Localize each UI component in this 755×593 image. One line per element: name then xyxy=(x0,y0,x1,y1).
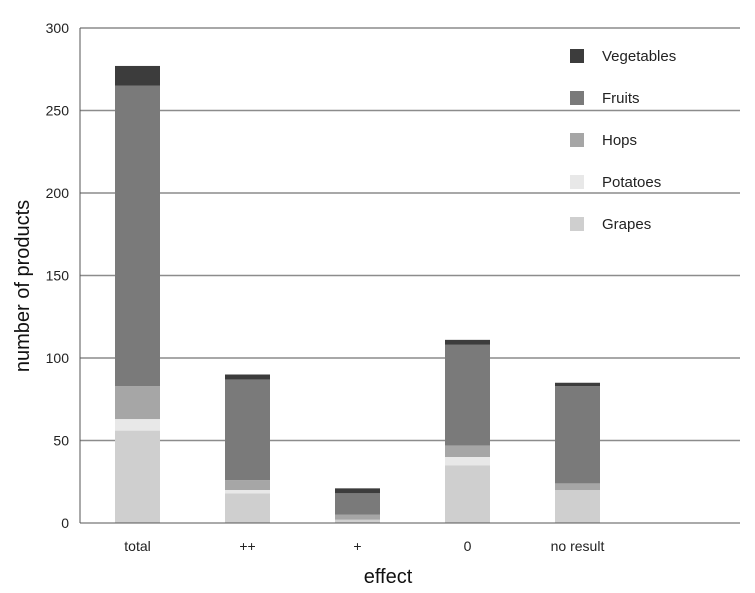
x-tick-label: ++ xyxy=(239,538,255,554)
y-tick-labels: 0 50 100 150 200 250 300 xyxy=(46,20,70,531)
bar-segment-grapes xyxy=(445,465,490,523)
bar-segment-vegetables xyxy=(335,488,380,494)
x-tick-label: 0 xyxy=(464,538,472,554)
bar-segment-vegetables xyxy=(445,339,490,345)
bar-segment-fruits xyxy=(225,379,270,481)
y-tick-label: 50 xyxy=(53,433,69,449)
bar-segment-fruits xyxy=(555,386,600,484)
x-tick-label: + xyxy=(353,538,361,554)
bar-segment-grapes xyxy=(115,430,160,523)
gridlines xyxy=(80,27,740,442)
y-tick-label: 250 xyxy=(46,103,70,119)
legend-label: Fruits xyxy=(602,90,640,107)
axes xyxy=(79,28,740,524)
bar-segment-potatoes xyxy=(115,419,160,431)
bar-segment-vegetables xyxy=(115,65,160,86)
bar-segment-fruits xyxy=(335,493,380,515)
y-tick-label: 200 xyxy=(46,185,70,201)
bar-segment-vegetables xyxy=(225,374,270,380)
x-tick-label: no result xyxy=(551,538,605,554)
legend-label: Grapes xyxy=(602,216,651,233)
y-axis-title: number of products xyxy=(12,200,34,372)
legend-swatch xyxy=(570,217,584,231)
bar-segment-hops xyxy=(115,386,160,420)
legend-swatch xyxy=(570,91,584,105)
legend-label: Potatoes xyxy=(602,174,661,191)
y-tick-label: 300 xyxy=(46,20,70,36)
bar-segment-hops xyxy=(555,483,600,490)
bar-segment-grapes xyxy=(335,519,380,523)
bar-segment-hops xyxy=(225,480,270,490)
x-axis-title: effect xyxy=(364,566,413,588)
bar-segment-hops xyxy=(335,514,380,520)
x-tick-label: total xyxy=(124,538,150,554)
bar-segment-grapes xyxy=(555,490,600,523)
bar-segment-vegetables xyxy=(555,382,600,387)
legend-swatch xyxy=(570,175,584,189)
legend-label: Hops xyxy=(602,132,637,149)
legend-swatch xyxy=(570,49,584,63)
bar-segment-potatoes xyxy=(445,457,490,466)
bar-segment-fruits xyxy=(115,85,160,387)
legend: Vegetables Fruits Hops Potatoes Grapes xyxy=(570,48,676,233)
y-tick-label: 150 xyxy=(46,268,70,284)
y-tick-label: 0 xyxy=(61,515,69,531)
bar-segment-grapes xyxy=(225,493,270,523)
x-tick-labels: total ++ +0 no result xyxy=(124,538,604,554)
bars xyxy=(115,65,600,523)
y-tick-label: 100 xyxy=(46,350,70,366)
bar-segment-hops xyxy=(445,445,490,457)
legend-label: Vegetables xyxy=(602,48,676,65)
legend-swatch xyxy=(570,133,584,147)
bar-segment-fruits xyxy=(445,344,490,446)
bar-segment-potatoes xyxy=(225,490,270,494)
